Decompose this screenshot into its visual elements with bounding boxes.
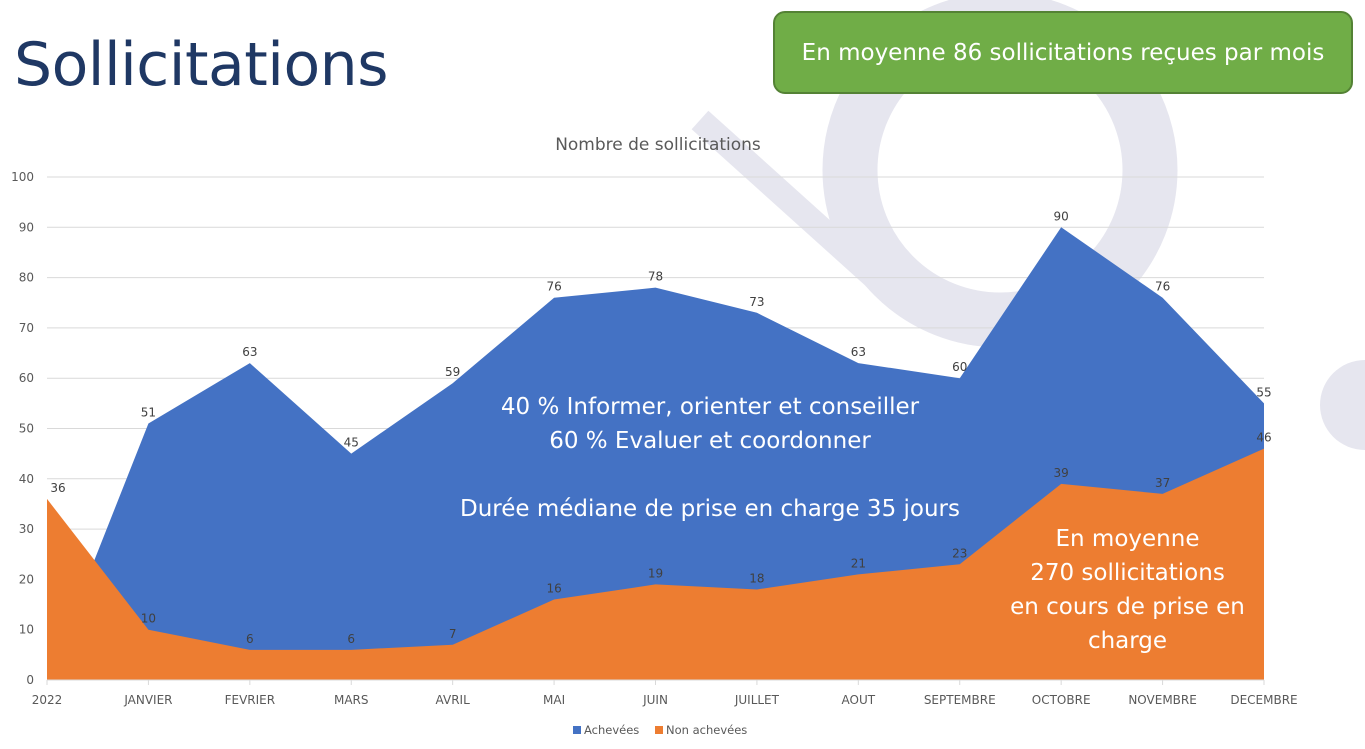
legend-label: Non achevées	[666, 723, 747, 737]
orange-annotation-line: en cours de prise en	[1010, 594, 1245, 620]
orange-annotation-line: En moyenne	[1055, 526, 1200, 552]
data-label: 7	[449, 627, 457, 641]
y-tick-label: 50	[19, 422, 34, 436]
orange-annotation: En moyenne 270 sollicitations en cours d…	[985, 522, 1270, 658]
area-non-achevees	[47, 448, 1264, 680]
data-label: 6	[347, 632, 355, 646]
legend-swatch	[655, 726, 663, 734]
data-label: 19	[648, 566, 663, 580]
x-tick-label: SEPTEMBRE	[924, 693, 996, 707]
data-label: 63	[851, 345, 866, 359]
x-tick-label: JANVIER	[123, 693, 172, 707]
x-tick-label: MAI	[543, 693, 565, 707]
data-label: 21	[851, 556, 866, 570]
data-label: 76	[1155, 280, 1170, 294]
x-tick-label: MARS	[334, 693, 369, 707]
data-label: 59	[445, 365, 460, 379]
y-tick-label: 0	[26, 673, 34, 687]
data-label: 45	[344, 436, 359, 450]
y-tick-label: 70	[19, 321, 34, 335]
y-tick-label: 90	[19, 220, 34, 234]
chart-title: Nombre de sollicitations	[555, 135, 761, 155]
data-label: 36	[50, 481, 65, 495]
x-tick-label: DECEMBRE	[1230, 693, 1297, 707]
data-label: 18	[749, 571, 764, 585]
data-label: 76	[546, 280, 561, 294]
y-tick-label: 80	[19, 271, 34, 285]
average-banner: En moyenne 86 sollicitations reçues par …	[773, 11, 1353, 94]
x-tick-label: AVRIL	[436, 693, 471, 707]
page-title: Sollicitations	[14, 30, 388, 100]
x-tick-label: OCTOBRE	[1032, 693, 1091, 707]
data-label: 16	[546, 582, 561, 596]
data-label: 90	[1054, 209, 1069, 223]
annotation-block: 40 % Informer, orienter et conseiller 60…	[420, 390, 1000, 526]
x-tick-label: FEVRIER	[225, 693, 276, 707]
x-tick-label: 2022	[32, 693, 63, 707]
data-label: 60	[952, 360, 967, 374]
annotation-line-2: 60 % Evaluer et coordonner	[549, 428, 871, 454]
watermark-dot	[1320, 360, 1365, 450]
legend-swatch	[573, 726, 581, 734]
data-label: 46	[1256, 431, 1271, 445]
data-label: 63	[242, 345, 257, 359]
y-tick-label: 10	[19, 623, 34, 637]
data-label: 39	[1054, 466, 1069, 480]
x-tick-label: AOUT	[842, 693, 876, 707]
y-tick-label: 60	[19, 371, 34, 385]
watermark-stroke	[691, 110, 909, 310]
data-label: 73	[749, 295, 764, 309]
x-tick-label: JUILLET	[734, 693, 780, 707]
y-tick-label: 100	[11, 170, 34, 184]
data-label: 55	[1256, 385, 1271, 399]
annotation-line-1: 40 % Informer, orienter et conseiller	[500, 394, 920, 420]
x-tick-label: JUIN	[642, 693, 668, 707]
annotation-line-3: Durée médiane de prise en charge 35 jour…	[459, 496, 960, 522]
data-label: 10	[141, 612, 156, 626]
y-tick-label: 40	[19, 472, 34, 486]
legend-label: Achevées	[584, 723, 639, 737]
orange-annotation-line: 270 sollicitations	[1030, 560, 1225, 586]
data-label: 6	[246, 632, 254, 646]
data-label: 37	[1155, 476, 1170, 490]
orange-annotation-line: charge	[1087, 628, 1168, 654]
data-label: 51	[141, 405, 156, 419]
x-tick-label: NOVEMBRE	[1128, 693, 1197, 707]
y-tick-label: 20	[19, 572, 34, 586]
y-tick-label: 30	[19, 522, 34, 536]
data-label: 78	[648, 270, 663, 284]
data-label: 23	[952, 546, 967, 560]
